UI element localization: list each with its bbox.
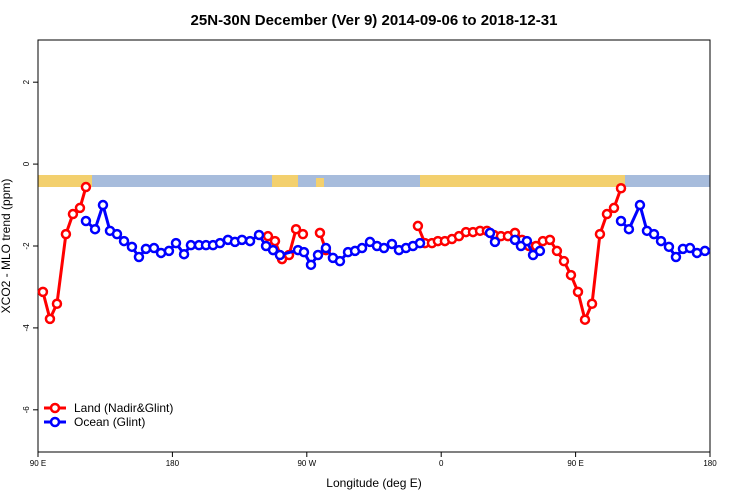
legend-marker — [49, 416, 61, 428]
data-point — [236, 234, 248, 246]
data-point — [314, 227, 326, 239]
data-point — [551, 245, 563, 257]
data-point — [684, 242, 696, 254]
y-tick-label: 2 — [22, 79, 31, 84]
data-point — [565, 269, 577, 281]
data-point — [67, 208, 79, 220]
legend-label: Ocean (Glint) — [74, 415, 145, 429]
y-tick-label: -4 — [22, 324, 31, 332]
data-point — [414, 237, 426, 249]
x-tick-label: 180 — [166, 459, 180, 468]
land-band — [316, 178, 324, 187]
data-point — [648, 228, 660, 240]
data-point — [290, 223, 302, 235]
data-point — [80, 215, 92, 227]
land-band — [420, 175, 625, 187]
data-point — [412, 220, 424, 232]
legend-marker — [49, 402, 61, 414]
data-point — [267, 244, 279, 256]
y-tick-label: 0 — [22, 161, 31, 166]
data-point — [484, 227, 496, 239]
data-point — [608, 202, 620, 214]
data-point — [544, 234, 556, 246]
data-point — [534, 245, 546, 257]
land-band — [38, 175, 92, 187]
surface-strip — [38, 175, 710, 187]
data-point — [558, 255, 570, 267]
data-point — [586, 298, 598, 309]
y-axis-label: XCO2 - MLO trend (ppm) — [0, 179, 13, 314]
data-point — [615, 215, 627, 227]
data-point — [521, 235, 533, 247]
data-point — [572, 286, 584, 298]
data-point — [80, 181, 92, 193]
data-point — [298, 246, 310, 258]
data-point — [655, 235, 667, 247]
x-tick-label: 90 E — [30, 459, 46, 468]
data-point — [126, 241, 138, 253]
data-point — [74, 202, 86, 214]
data-point — [356, 242, 368, 254]
chart-title: 25N-30N December (Ver 9) 2014-09-06 to 2… — [191, 12, 558, 29]
x-tick-label: 180 — [703, 459, 717, 468]
data-point — [601, 208, 613, 220]
x-tick-label: 90 W — [297, 459, 316, 468]
data-point — [623, 223, 635, 235]
data-point — [509, 234, 521, 246]
data-point — [60, 228, 72, 240]
data-point — [185, 239, 197, 251]
legend: Land (Nadir&Glint)Ocean (Glint) — [44, 401, 173, 429]
data-point — [297, 228, 309, 240]
y-tick-label: -2 — [22, 242, 31, 250]
data-point — [163, 245, 175, 257]
data-point — [51, 298, 63, 309]
data-point — [334, 255, 346, 267]
data-point — [111, 228, 123, 240]
data-point — [378, 242, 390, 254]
data-point — [178, 248, 190, 260]
data-point — [489, 236, 501, 248]
data-point — [89, 223, 101, 235]
x-tick-label: 90 E — [567, 459, 583, 468]
data-point — [312, 249, 324, 261]
data-point — [274, 249, 286, 261]
data-point — [44, 313, 56, 325]
legend-label: Land (Nadir&Glint) — [74, 401, 173, 415]
data-point — [37, 286, 49, 298]
data-point — [305, 259, 317, 271]
data-point — [663, 241, 675, 253]
data-point — [140, 243, 152, 255]
y-tick-label: -6 — [22, 406, 31, 414]
data-point — [97, 199, 109, 211]
land-band — [272, 175, 298, 187]
data-point — [670, 251, 682, 263]
data-point — [579, 314, 591, 325]
data-point — [615, 183, 627, 194]
data-point — [148, 242, 160, 254]
x-tick-label: 0 — [439, 459, 444, 468]
data-point — [634, 199, 646, 211]
data-point — [118, 235, 130, 247]
data-point — [320, 242, 332, 254]
data-point — [133, 251, 145, 263]
data-point — [699, 245, 711, 257]
data-point — [253, 229, 265, 241]
x-axis-label: Longitude (deg E) — [326, 476, 421, 490]
data-point — [269, 235, 281, 247]
data-point — [594, 228, 606, 240]
data-point — [386, 238, 398, 250]
data-point — [170, 237, 182, 249]
data-point — [244, 235, 256, 247]
